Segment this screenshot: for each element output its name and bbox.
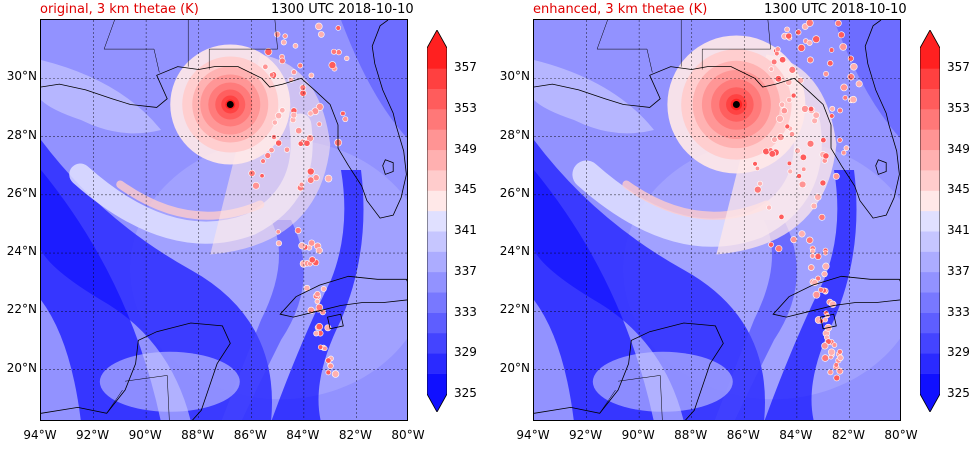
lat-tick-label: 28°N xyxy=(6,127,37,142)
panel-title: original, 3 km thetae (K) xyxy=(40,2,199,17)
colorbar xyxy=(920,30,940,412)
colorbar-segment xyxy=(920,129,940,151)
lat-tick-label: 30°N xyxy=(499,69,530,84)
lon-tick-label: 86°W xyxy=(726,428,760,442)
storm-center-marker xyxy=(226,100,234,108)
lon-tick-label: 84°W xyxy=(779,428,813,442)
colorbar-segment xyxy=(920,48,940,69)
lat-tick-label: 30°N xyxy=(6,69,37,84)
lon-tick-label: 90°W xyxy=(128,428,162,442)
lat-tick-label: 28°N xyxy=(499,127,530,142)
panel-enhanced: enhanced, 3 km thetae (K) 1300 UTC 2018-… xyxy=(493,0,972,449)
colorbar-tick-label: 341 xyxy=(454,223,477,238)
colorbar-tick-label: 345 xyxy=(454,182,477,197)
colorbar-segment xyxy=(427,271,447,293)
colorbar-segment xyxy=(427,292,447,313)
colorbar-tick-label: 325 xyxy=(454,386,477,400)
map-original xyxy=(40,19,408,421)
map-enhanced xyxy=(533,19,901,421)
colorbar-tick-label: 349 xyxy=(947,141,970,156)
lon-tick-label: 82°W xyxy=(338,428,372,442)
lon-tick-label: 88°W xyxy=(181,428,215,442)
lat-tick-label: 22°N xyxy=(6,302,37,317)
colorbar-segment xyxy=(920,149,940,171)
thetae-map xyxy=(41,20,407,420)
colorbar-tick-label: 349 xyxy=(454,141,477,156)
storm-center-marker xyxy=(732,100,740,108)
colorbar-tick-label: 337 xyxy=(454,263,477,278)
colorbar-segment xyxy=(920,332,940,354)
colorbar-segment xyxy=(920,292,940,313)
colorbar-segment xyxy=(427,149,447,171)
colorbar-segment xyxy=(427,373,447,395)
colorbar-segment xyxy=(920,353,940,374)
lat-tick-label: 24°N xyxy=(499,244,530,259)
colorbar-extend-min xyxy=(427,394,447,412)
colorbar-segment xyxy=(427,231,447,252)
lat-tick-label: 22°N xyxy=(499,302,530,317)
valid-time: 1300 UTC 2018-10-10 xyxy=(764,2,907,17)
lon-tick-label: 80°W xyxy=(391,428,425,442)
colorbar-segment xyxy=(427,170,447,191)
lat-tick-label: 20°N xyxy=(6,360,37,375)
colorbar-tick-label: 357 xyxy=(454,60,477,75)
lon-tick-label: 88°W xyxy=(674,428,708,442)
lat-tick-label: 26°N xyxy=(6,185,37,200)
colorbar-segment xyxy=(920,271,940,293)
colorbar-tick-label: 325 xyxy=(947,386,970,400)
colorbar-extend-max xyxy=(920,30,940,48)
lat-tick-label: 24°N xyxy=(6,244,37,259)
colorbar-segment xyxy=(427,251,447,273)
colorbar-segment xyxy=(920,190,940,212)
colorbar-segment xyxy=(427,332,447,354)
lon-tick-label: 84°W xyxy=(286,428,320,442)
panel-original: original, 3 km thetae (K) 1300 UTC 2018-… xyxy=(6,2,477,442)
lon-tick-label: 82°W xyxy=(831,428,865,442)
colorbar xyxy=(427,30,447,412)
colorbar-segment xyxy=(427,129,447,151)
colorbar-segment xyxy=(427,109,447,130)
lon-tick-label: 92°W xyxy=(75,428,110,442)
colorbar-tick-label: 357 xyxy=(947,60,970,75)
lon-tick-label: 90°W xyxy=(621,428,655,442)
colorbar-segment xyxy=(920,170,940,191)
colorbar-segment xyxy=(427,312,447,334)
colorbar-segment xyxy=(920,373,940,395)
colorbar-tick-label: 353 xyxy=(454,101,477,116)
lon-tick-label: 94°W xyxy=(516,428,550,442)
colorbar-segment xyxy=(920,109,940,130)
colorbar-tick-label: 329 xyxy=(947,345,970,360)
colorbar-tick-label: 329 xyxy=(454,345,477,360)
colorbar-tick-label: 337 xyxy=(947,263,970,278)
colorbar-segment xyxy=(427,88,447,110)
colorbar-segment xyxy=(920,251,940,273)
valid-time: 1300 UTC 2018-10-10 xyxy=(271,2,414,17)
colorbar-extend-max xyxy=(427,30,447,48)
colorbar-tick-label: 341 xyxy=(947,223,970,238)
colorbar-tick-label: 345 xyxy=(947,182,970,197)
lat-tick-label: 26°N xyxy=(499,185,530,200)
lon-tick-label: 86°W xyxy=(233,428,267,442)
colorbar-segment xyxy=(920,88,940,110)
colorbar-segment xyxy=(427,190,447,212)
colorbar-segment xyxy=(920,68,940,90)
lon-tick-label: 80°W xyxy=(884,428,918,442)
lon-tick-label: 94°W xyxy=(23,428,57,442)
lon-tick-label: 92°W xyxy=(568,428,603,442)
colorbar-extend-min xyxy=(920,394,940,412)
colorbar-segment xyxy=(427,210,447,232)
thetae-map xyxy=(534,20,900,420)
colorbar-segment xyxy=(920,210,940,232)
colorbar-segment xyxy=(920,312,940,334)
colorbar-tick-label: 353 xyxy=(947,101,970,116)
colorbar-segment xyxy=(920,231,940,252)
lat-tick-label: 20°N xyxy=(499,360,530,375)
colorbar-segment xyxy=(427,68,447,90)
colorbar-segment xyxy=(427,353,447,374)
colorbar-tick-label: 333 xyxy=(454,304,477,319)
panel-title: enhanced, 3 km thetae (K) xyxy=(533,2,708,17)
colorbar-tick-label: 333 xyxy=(947,304,970,319)
colorbar-segment xyxy=(427,48,447,69)
